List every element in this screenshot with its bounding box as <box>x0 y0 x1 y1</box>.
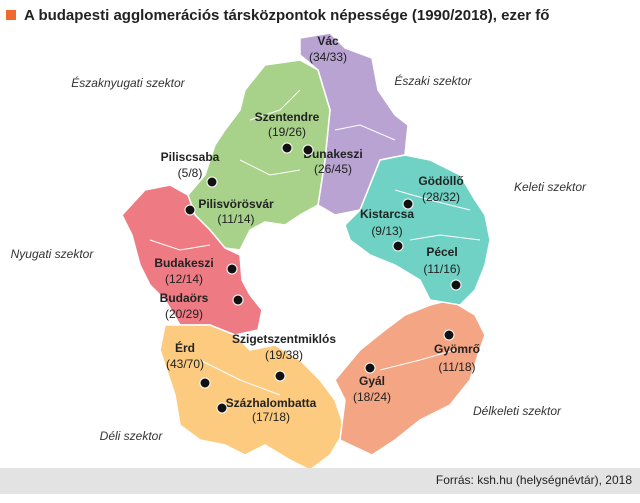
town-population: (26/45) <box>314 162 352 176</box>
town-dot <box>450 279 462 291</box>
sector-label: Déli szektor <box>100 429 164 443</box>
district-borders <box>149 89 481 396</box>
region-southeast <box>334 299 486 456</box>
town-name: Budakeszi <box>154 256 213 270</box>
town-name: Érd <box>175 340 195 355</box>
sector-label: Északnyugati szektor <box>71 75 185 90</box>
town-dot <box>199 377 211 389</box>
town-name: Gödöllő <box>418 174 463 188</box>
town-population: (17/18) <box>252 410 290 424</box>
town-population: (5/8) <box>178 166 203 180</box>
town-name: Budaörs <box>160 291 209 305</box>
town-dot <box>274 370 286 382</box>
town-name: Gyál <box>359 374 385 388</box>
source-bar <box>0 468 640 494</box>
town-dot <box>443 329 455 341</box>
source: Forrás: ksh.hu (helységnévtár), 2018 <box>436 473 632 487</box>
region-east <box>344 154 491 306</box>
sector-label: Északi szektor <box>394 73 472 88</box>
town-dot <box>226 263 238 275</box>
town-name: Pilisvörösvár <box>198 197 274 211</box>
town-dot <box>302 144 314 156</box>
town-dot <box>206 176 218 188</box>
region-south <box>159 324 346 471</box>
town-name: Piliscsaba <box>161 150 220 164</box>
town-dot <box>392 240 404 252</box>
town-population: (11/14) <box>217 212 254 226</box>
town-name: Pécel <box>426 245 457 259</box>
town-dot <box>402 198 414 210</box>
town-name: Vác <box>317 34 339 48</box>
town-population: (34/33) <box>309 50 347 64</box>
sector-label: Délkeleti szektor <box>473 404 562 418</box>
town-dot <box>281 142 293 154</box>
town-dot <box>184 204 196 216</box>
town-population: (20/29) <box>165 307 203 321</box>
town-population: (19/38) <box>265 348 303 362</box>
town-population: (9/13) <box>371 224 402 238</box>
towns: Vác (34/33) Szentendre(19/26) Dunakeszi(26/… <box>154 34 480 424</box>
title: A budapesti agglomerációs társközpontok … <box>24 7 549 24</box>
town-population: (28/32) <box>422 190 460 204</box>
sector-label: Nyugati szektor <box>11 247 95 261</box>
town-population: (18/24) <box>353 390 391 404</box>
town-population: (19/26) <box>268 125 306 139</box>
town-name: Szentendre <box>255 110 320 124</box>
town-name: Dunakeszi <box>303 147 362 161</box>
town-population: (11/16) <box>423 262 460 276</box>
region-northwest <box>187 59 331 251</box>
town-population: (11/18) <box>438 360 475 374</box>
title-marker <box>6 10 16 20</box>
town-dot <box>216 402 228 414</box>
town-name: Szigetszentmiklós <box>232 332 336 346</box>
town-name: Százhalombatta <box>226 396 317 410</box>
town-population: (43/70) <box>166 357 204 371</box>
town-population: (12/14) <box>165 272 203 286</box>
region-west <box>121 184 263 336</box>
town-dot <box>364 362 376 374</box>
town-name: Gyömrő <box>434 342 480 356</box>
town-dot <box>232 294 244 306</box>
town-name: Kistarcsa <box>360 207 414 221</box>
sector-label: Keleti szektor <box>514 180 587 194</box>
